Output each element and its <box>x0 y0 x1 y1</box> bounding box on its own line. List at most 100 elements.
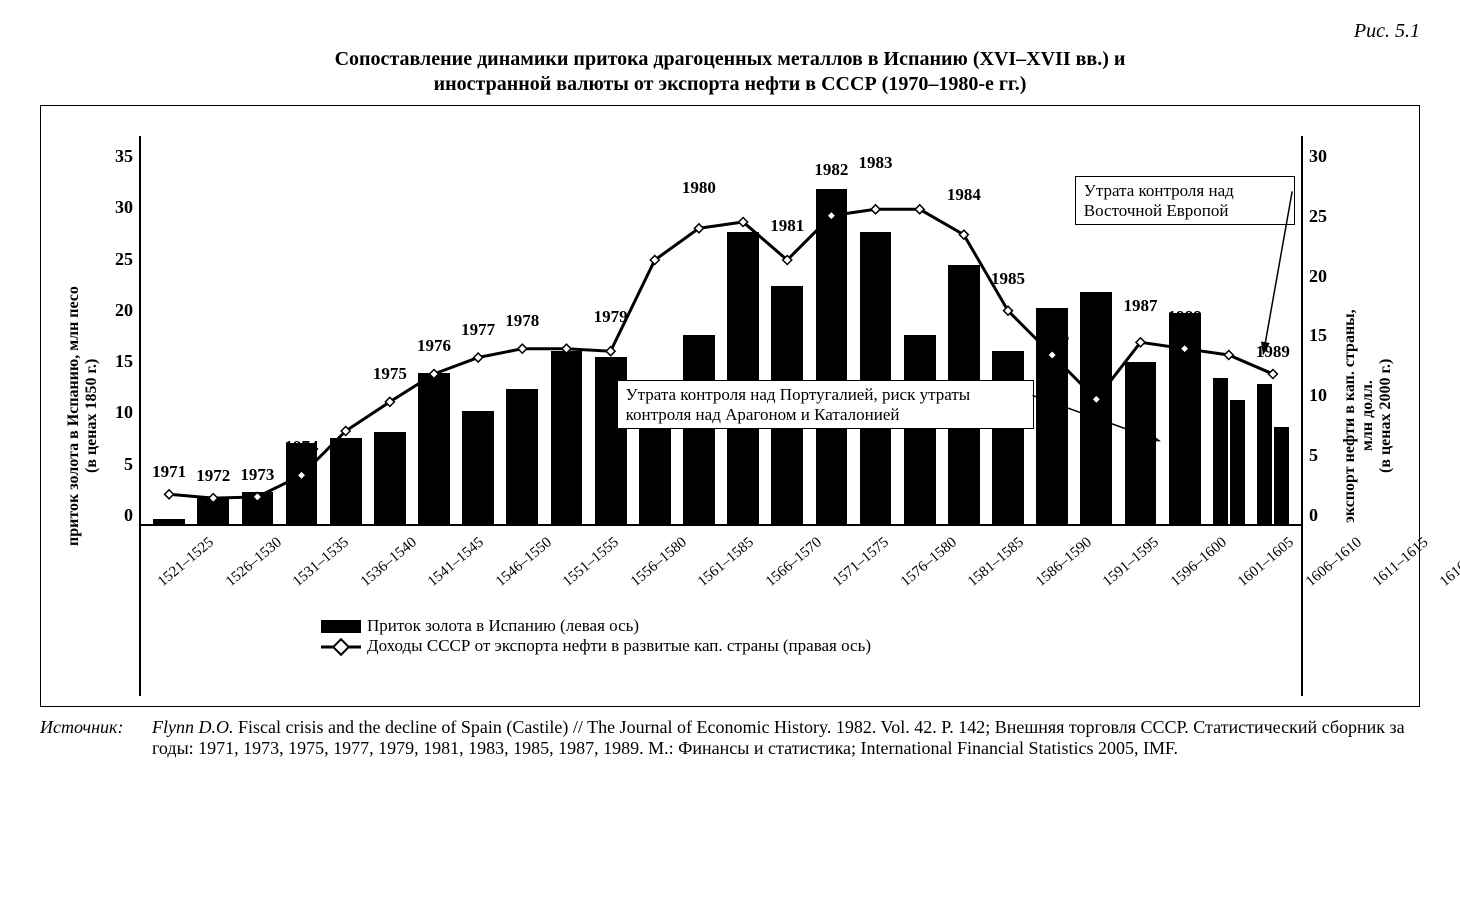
x-tick: 1586–1590 <box>1032 534 1095 590</box>
legend-item-bars: Приток золота в Испанию (левая ось) <box>321 616 871 636</box>
line-year-label: 1976 <box>417 336 451 356</box>
y-right-tick: 0 <box>1309 505 1331 526</box>
y-left-tick: 30 <box>111 197 133 218</box>
chart-title: Сопоставление динамики притока драгоценн… <box>180 47 1280 97</box>
line-year-label: 1972 <box>196 466 230 486</box>
y-left-tick: 5 <box>111 454 133 475</box>
annotation-portugal: Утрата контроля над Португалией, риск ут… <box>617 380 1035 429</box>
y-axis-right-ticks: 302520151050 <box>1303 146 1337 526</box>
bar <box>330 438 362 524</box>
bar <box>418 373 450 524</box>
bar <box>1274 427 1289 524</box>
bar <box>1125 362 1157 524</box>
line-year-label: 1981 <box>770 216 804 236</box>
bar-slot <box>544 146 588 524</box>
y-right-tick: 10 <box>1309 385 1331 406</box>
y-axis-left-ticks: 35 30 25 20 15 10 5 0 <box>105 146 139 526</box>
chart-frame: приток золота в Испанию, млн песо (в цен… <box>40 105 1420 707</box>
x-tick: 1541–1545 <box>425 534 488 590</box>
line-year-label: 1979 <box>594 307 628 327</box>
x-tick: 1526–1530 <box>222 534 285 590</box>
legend-swatch-line <box>321 640 361 654</box>
figure-label: Рис. 5.1 <box>40 20 1420 43</box>
line-year-label: 1973 <box>240 465 274 485</box>
x-axis-ticks: 1521–15251526–15301531–15351536–15401541… <box>141 530 1301 573</box>
bar <box>816 189 848 524</box>
bar <box>992 351 1024 524</box>
source-label: Источник: <box>40 717 140 759</box>
x-tick: 1581–1585 <box>965 534 1028 590</box>
bar <box>551 351 583 524</box>
y-right-tick: 5 <box>1309 445 1331 466</box>
y-right-tick: 25 <box>1309 206 1331 227</box>
bar-slot <box>589 146 633 524</box>
bar-slot <box>279 146 323 524</box>
bar-slot <box>721 146 765 524</box>
y-axis-right-label: экспорт нефти в кап. страны, млн долл. (… <box>1337 136 1399 696</box>
x-tick: 1546–1550 <box>492 534 555 590</box>
bar <box>1230 400 1245 524</box>
bar <box>860 232 892 524</box>
y-left-tick: 10 <box>111 402 133 423</box>
bar <box>374 432 406 524</box>
x-tick: 1571–1575 <box>830 534 893 590</box>
bar-slot <box>368 146 412 524</box>
source-author: Flynn D.O. <box>152 717 233 737</box>
bar-slot <box>809 146 853 524</box>
bar-slot <box>765 146 809 524</box>
bar-slot <box>854 146 898 524</box>
legend: Приток золота в Испанию (левая ось) Дохо… <box>321 616 871 657</box>
line-year-label: 1977 <box>461 320 495 340</box>
line-year-label: 1975 <box>373 364 407 384</box>
bar <box>153 519 185 524</box>
legend-item-line: Доходы СССР от экспорта нефти в развитые… <box>321 636 871 656</box>
annotation-eastern-europe: Утрата контроля над Восточной Европой <box>1075 176 1295 225</box>
x-tick: 1536–1540 <box>357 534 420 590</box>
bar-slot <box>633 146 677 524</box>
bar <box>727 232 759 524</box>
y-left-tick: 35 <box>111 146 133 167</box>
bar <box>462 411 494 524</box>
bar-slot <box>500 146 544 524</box>
x-tick: 1556–1580 <box>627 534 690 590</box>
x-tick: 1596–1600 <box>1167 534 1230 590</box>
bar <box>904 335 936 524</box>
y-right-tick: 20 <box>1309 266 1331 287</box>
x-tick: 1551–1555 <box>560 534 623 590</box>
x-tick: 1561–1585 <box>695 534 758 590</box>
bar <box>506 389 538 524</box>
x-tick: 1576–1580 <box>897 534 960 590</box>
source-rest: Fiscal crisis and the decline of Spain (… <box>152 717 1405 758</box>
title-line-2: иностранной валюты от экспорта нефти в С… <box>434 73 1027 95</box>
y-left-tick: 0 <box>111 505 133 526</box>
y-left-tick: 25 <box>111 249 133 270</box>
bar <box>1257 384 1272 524</box>
line-year-label: 1989 <box>1256 342 1290 362</box>
bar-slot <box>324 146 368 524</box>
x-tick: 1521–1525 <box>155 534 218 590</box>
y-left-tick: 15 <box>111 351 133 372</box>
bar <box>1080 292 1112 524</box>
source-text: Flynn D.O. Fiscal crisis and the decline… <box>152 717 1420 759</box>
x-tick: 1566–1570 <box>762 534 825 590</box>
bar <box>242 492 274 524</box>
bar-slot <box>986 146 1030 524</box>
line-year-label: 1986 <box>1035 327 1069 347</box>
bar <box>683 335 715 524</box>
x-tick: 1591–1595 <box>1100 534 1163 590</box>
line-year-label: 1974 <box>285 437 319 457</box>
line-year-label: 1985 <box>991 269 1025 289</box>
y-right-tick: 30 <box>1309 146 1331 167</box>
y-left-tick: 20 <box>111 300 133 321</box>
legend-label-bars: Приток золота в Испанию (левая ось) <box>367 616 639 636</box>
title-line-1: Сопоставление динамики притока драгоценн… <box>335 48 1126 70</box>
line-year-label: 1984 <box>947 185 981 205</box>
y-axis-left-label: приток золота в Испанию, млн песо (в цен… <box>61 136 105 696</box>
legend-label-line: Доходы СССР от экспорта нефти в развитые… <box>367 636 871 656</box>
line-year-label: 1971 <box>152 462 186 482</box>
legend-swatch-bar <box>321 620 361 633</box>
x-tick: 1616–1620 <box>1437 534 1460 590</box>
source-citation: Источник: Flynn D.O. Fiscal crisis and t… <box>40 717 1420 759</box>
bar-slot <box>412 146 456 524</box>
x-tick: 1601–1605 <box>1235 534 1298 590</box>
